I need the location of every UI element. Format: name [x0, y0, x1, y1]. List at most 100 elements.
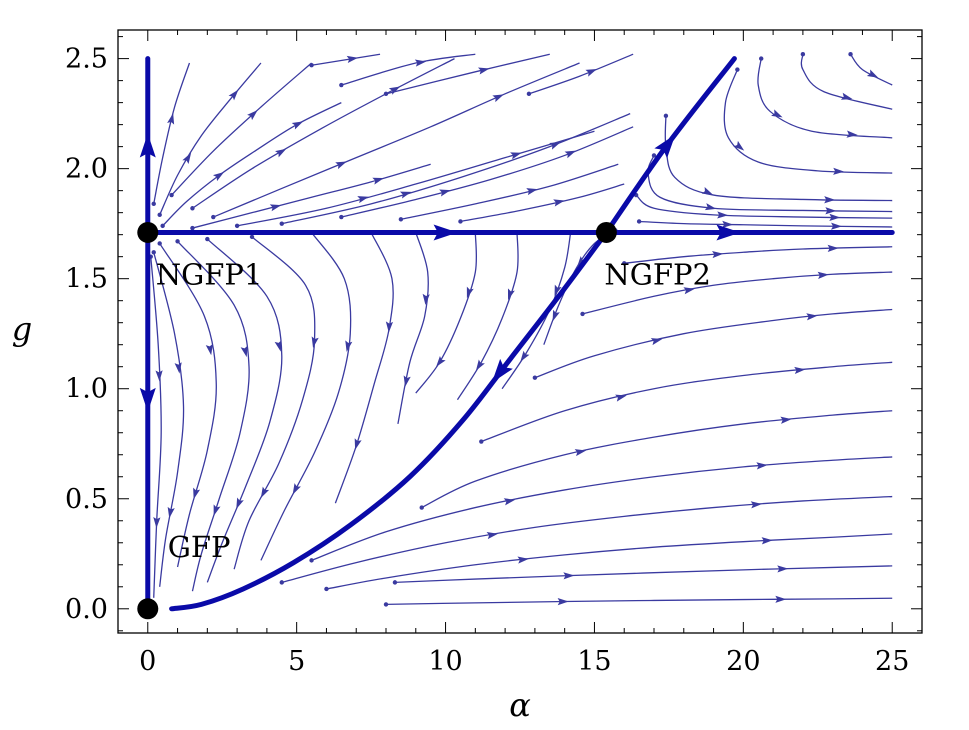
streamline-path	[400, 163, 619, 220]
separatrix	[145, 224, 895, 241]
streamline-path	[647, 155, 893, 213]
separatrix-arrow	[716, 224, 741, 241]
streamline-start-dot	[526, 91, 532, 97]
streamline-arrow	[553, 199, 565, 207]
separatrix-arrow	[139, 133, 156, 158]
streamline	[458, 183, 625, 224]
x-tick-label: 0	[139, 646, 156, 677]
streamline-arrow	[422, 293, 430, 306]
streamline-start-dot	[249, 234, 255, 240]
streamline	[339, 126, 634, 220]
streamline-start-dot	[151, 201, 156, 207]
streamline-arrow	[733, 140, 745, 151]
streamline-path	[281, 495, 893, 584]
streamline-path	[281, 113, 631, 225]
streamline	[383, 53, 550, 97]
streamline-arrow	[213, 504, 221, 516]
streamline-arrow	[247, 110, 258, 121]
streamline-path	[394, 565, 893, 584]
streamline-arrow	[829, 213, 841, 221]
fixed-point-label-ngfp1: NGFP1	[156, 257, 263, 291]
streamline-arrow	[346, 55, 359, 64]
streamline-arrow	[526, 188, 538, 196]
streamline-path	[213, 62, 580, 218]
streamline	[398, 163, 619, 222]
streamline-path	[528, 53, 634, 95]
streamline	[309, 53, 381, 68]
streamline	[160, 102, 342, 229]
streamline-arrow	[260, 486, 270, 499]
fixed-point-label-ngfp2: NGFP2	[604, 257, 711, 291]
streamline-path	[153, 252, 185, 587]
fixed-point-ngfp1	[137, 221, 159, 243]
streamline-arrow	[827, 244, 839, 252]
separatrix-arrow	[491, 358, 513, 383]
streamline-arrow	[182, 152, 192, 164]
streamline-arrow	[510, 152, 522, 160]
streamline-arrow	[486, 532, 499, 540]
streamline-start-dot	[211, 214, 216, 220]
streamline-arrow	[840, 92, 853, 100]
streamline-start-dot	[479, 439, 484, 444]
streamline-path	[233, 236, 316, 570]
streamline-start-dot	[309, 558, 314, 563]
streamline-path	[415, 232, 478, 394]
streamline-path	[311, 456, 893, 561]
streamline-arrow	[311, 336, 319, 348]
streamline-arrow	[806, 313, 818, 321]
streamline	[501, 230, 573, 390]
y-tick-label: 1.0	[65, 374, 108, 405]
streamline-start-dot	[151, 250, 156, 255]
x-axis-label: α	[509, 686, 531, 724]
streamline	[157, 241, 217, 568]
streamline	[723, 67, 893, 175]
streamline-arrow	[167, 113, 175, 125]
streamline-start-dot	[458, 219, 463, 224]
streamline-arrow	[478, 67, 490, 75]
x-tick-label: 20	[726, 646, 760, 677]
streamline-arrow	[683, 287, 695, 295]
streamline-arrow	[824, 196, 836, 204]
y-tick-label: 0.5	[65, 484, 108, 515]
streamline	[211, 62, 580, 220]
streamline-start-dot	[622, 261, 627, 266]
streamline-path	[757, 58, 893, 139]
streamline-arrow	[388, 86, 401, 95]
y-tick-label: 0.0	[65, 594, 108, 625]
streamline-arrow	[552, 309, 560, 322]
streamline-path	[171, 62, 312, 196]
streamline-arrow	[236, 497, 244, 510]
streamline-path	[397, 232, 429, 425]
streamline-arrow	[554, 284, 562, 297]
streamline-path	[385, 53, 550, 95]
streamline-arrow	[193, 487, 201, 500]
streamline-path	[206, 238, 283, 583]
streamline-start-dot	[157, 241, 162, 246]
streamline-arrow	[520, 350, 530, 362]
x-tick-label: 10	[428, 646, 462, 677]
streamline	[456, 230, 520, 401]
streamline-path	[481, 361, 893, 443]
streamline-arrow	[846, 130, 858, 138]
streamline-path	[150, 256, 162, 598]
streamline-arrow	[275, 148, 287, 158]
streamline	[580, 271, 893, 317]
streamline	[309, 456, 893, 563]
streamline-arrow	[167, 506, 175, 519]
streamline-arrow	[830, 222, 843, 230]
streamline-arrow	[563, 572, 575, 580]
streamline-start-dot	[190, 206, 195, 211]
streamline-start-dot	[636, 219, 642, 224]
plot-frame	[117, 29, 923, 634]
separatrix	[139, 229, 156, 607]
streamline-path	[534, 308, 893, 379]
streamline	[479, 361, 893, 444]
streamline-path	[460, 183, 625, 223]
streamline-start-dot	[419, 505, 424, 510]
fixed-point-gfp	[137, 598, 159, 620]
streamline-start-dot	[157, 212, 162, 218]
streamline-arrow	[439, 189, 451, 197]
streamline-arrow	[701, 187, 714, 195]
streamline-start-dot	[800, 52, 806, 57]
streamline-arrow	[153, 517, 161, 529]
